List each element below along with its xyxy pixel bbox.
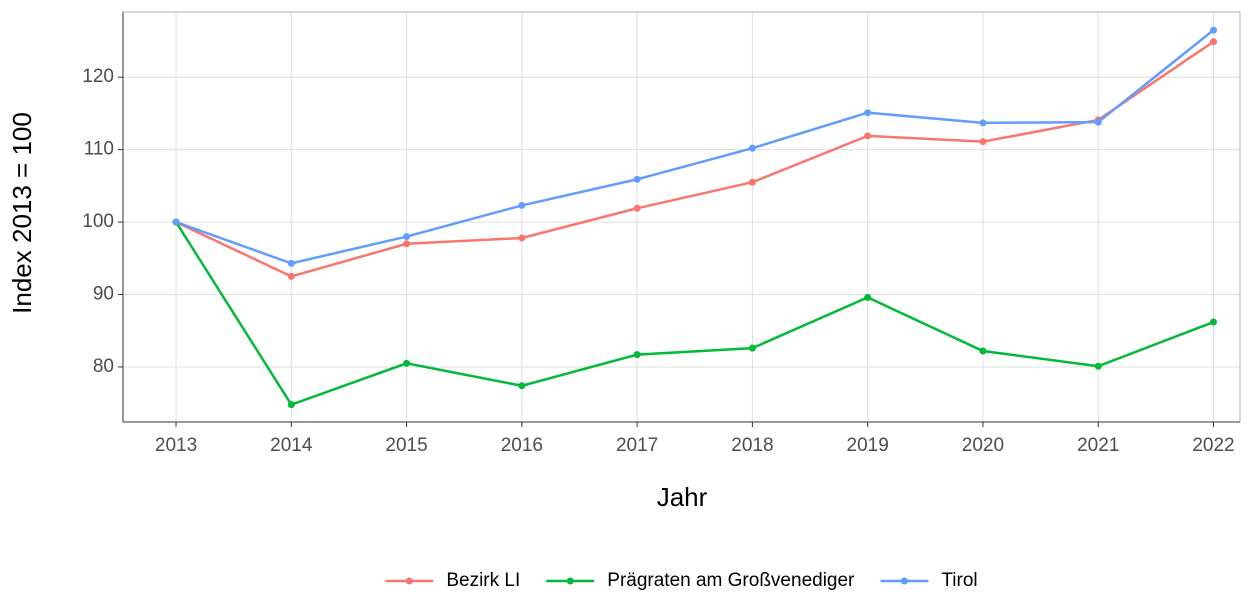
point [633,175,641,183]
point [748,178,756,186]
x-tick-label: 2017 [616,435,658,456]
legend-label: Prägraten am Großvenediger [607,570,855,591]
point [1209,38,1217,46]
x-tick-label: 2019 [847,435,889,456]
point [403,240,411,248]
point [403,233,411,241]
x-tick-label: 2020 [962,435,1004,456]
point [864,293,872,301]
point [518,234,526,242]
point [864,109,872,117]
legend-label: Tirol [941,570,977,591]
x-tick-label: 2021 [1077,435,1119,456]
y-tick-label: 80 [93,356,114,377]
point [633,351,641,359]
y-axis-title: Index 2013 = 100 [7,112,37,314]
point [172,218,180,226]
point [633,204,641,212]
point [1209,318,1217,326]
y-tick-label: 90 [93,284,114,305]
point [979,347,987,355]
point [287,259,295,267]
panel-border [122,11,1241,423]
point [287,272,295,280]
y-tick-label: 100 [82,211,114,232]
series-line [175,40,1215,278]
x-tick-label: 2022 [1192,435,1234,456]
point [979,119,987,127]
point [1094,118,1102,126]
x-axis-title: Jahr [657,482,708,512]
series-line [174,221,1214,407]
point [748,344,756,352]
series-line [175,29,1215,265]
y-tick-label: 120 [82,66,114,87]
legend-dot [900,577,908,585]
x-tick-label: 2016 [501,435,543,456]
point [1209,26,1217,34]
legend-dot [405,577,413,585]
point [518,382,526,390]
point [287,401,295,409]
x-tick-label: 2015 [385,435,427,456]
point [518,201,526,209]
point [979,138,987,146]
point [403,359,411,367]
legend-dot [566,577,574,585]
x-tick-label: 2014 [270,435,313,456]
legend-label: Bezirk LI [446,570,520,591]
x-tick-label: 2018 [731,435,773,456]
point [864,132,872,140]
point [1094,362,1102,370]
x-tick-label: 2013 [155,435,197,456]
y-tick-label: 110 [84,139,114,160]
point [748,144,756,152]
